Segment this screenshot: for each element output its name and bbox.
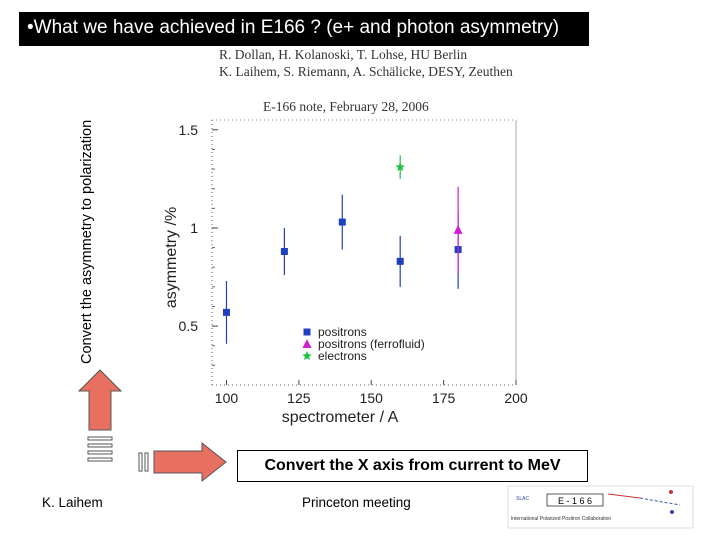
legend-marker <box>302 339 312 348</box>
legend-label: positrons <box>318 325 367 339</box>
legend-label: electrons <box>318 349 367 363</box>
data-point <box>395 162 405 172</box>
data-point <box>453 224 463 234</box>
up-arrow-icon <box>77 369 123 462</box>
data-point <box>222 308 230 316</box>
right-arrow-icon <box>138 441 227 483</box>
x-tick-label: 100 <box>215 390 239 406</box>
authors-block: R. Dollan, H. Kolanoski, T. Lohse, HU Be… <box>219 46 513 80</box>
x-tick-label: 200 <box>504 390 528 406</box>
authors-line-2: K. Laihem, S. Riemann, A. Schälicke, DES… <box>219 64 513 79</box>
x-tick-label: 125 <box>287 390 311 406</box>
footer-event: Princeton meeting <box>302 495 411 510</box>
x-tick-label: 175 <box>432 390 456 406</box>
x-axis-label: spectrometer / A <box>282 409 399 426</box>
authors-line-1: R. Dollan, H. Kolanoski, T. Lohse, HU Be… <box>219 47 468 62</box>
e166-logo: E - 1 6 6 SLAC International Polarized P… <box>507 485 694 529</box>
y-tick-label: 1.5 <box>179 122 199 138</box>
logo-text: E - 1 6 6 <box>558 496 592 506</box>
data-point <box>280 248 288 256</box>
y-axis-label: asymmetry /% <box>163 207 180 308</box>
svg-text:SLAC: SLAC <box>516 496 529 502</box>
legend-marker <box>302 351 312 360</box>
asymmetry-chart: 100 125 150 175 200 0.5 1 1.5 spectrometer / A as… <box>163 119 528 426</box>
footer-author: K. Laihem <box>42 495 103 510</box>
x-tick-label: 150 <box>360 390 384 406</box>
slide-title: •What we have achieved in E166 ? (e+ and… <box>27 17 560 38</box>
legend-marker <box>303 328 311 336</box>
x-axis-caption: Convert the X axis from current to MeV <box>237 450 588 482</box>
slide-title-bar: •What we have achieved in E166 ? (e+ and… <box>19 12 589 46</box>
note-date: E-166 note, February 28, 2006 <box>263 99 429 114</box>
data-point <box>396 257 404 265</box>
legend-label: positrons (ferrofluid) <box>318 337 425 351</box>
data-point <box>338 218 346 226</box>
logo-subtitle: International Polarized Positron Collabo… <box>511 516 612 522</box>
y-tick-label: 1 <box>190 220 198 236</box>
y-tick-label: 0.5 <box>179 318 199 334</box>
